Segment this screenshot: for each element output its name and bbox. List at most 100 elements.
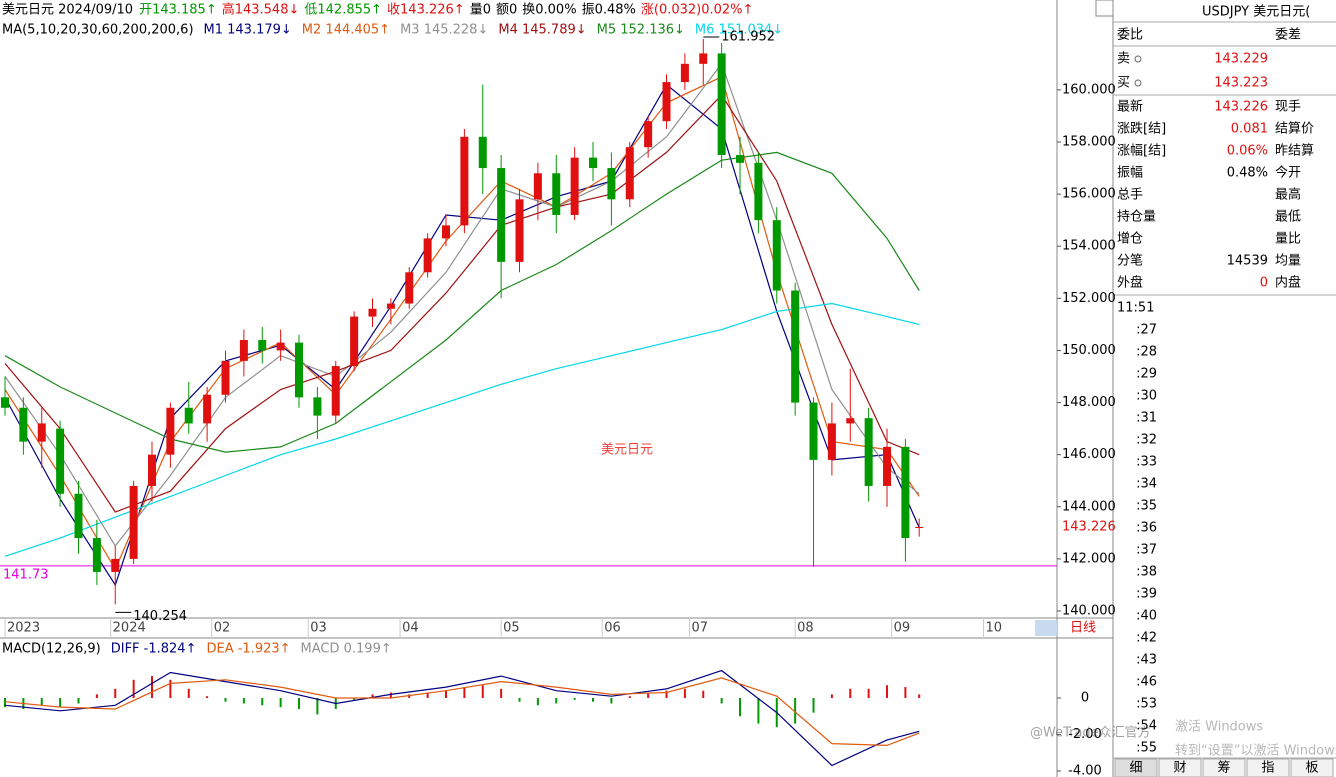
- candle-body: [166, 407, 175, 455]
- row-right-label: 今开: [1275, 165, 1301, 181]
- tab-label[interactable]: 财: [1173, 761, 1186, 776]
- candle-body: [129, 485, 138, 559]
- y-tick-label: 158.000: [1062, 135, 1116, 150]
- row-value: 0: [1260, 276, 1268, 291]
- row-label: 最新: [1117, 99, 1143, 115]
- stat: 开143.185↑: [139, 3, 217, 18]
- row-right-label: 最低: [1275, 210, 1301, 225]
- legend-entry: DEA -1.923↑: [206, 642, 290, 657]
- candle-body: [717, 53, 726, 156]
- x-tick-label: 2023: [7, 621, 40, 636]
- y-tick-label: 142.000: [1062, 551, 1116, 566]
- time: :39: [1136, 587, 1157, 602]
- tab-label[interactable]: 细: [1129, 761, 1142, 776]
- candle-body: [915, 526, 924, 529]
- period-label[interactable]: 日线: [1070, 621, 1096, 636]
- y-tick-label: 152.000: [1062, 291, 1116, 306]
- legend-entry: M4 145.789↓: [498, 23, 586, 38]
- candle-body: [258, 340, 267, 351]
- candle-body: [515, 199, 524, 262]
- y-tick-label: 146.000: [1062, 447, 1116, 462]
- y-tick-label: 144.000: [1062, 499, 1116, 514]
- time: :54: [1136, 719, 1157, 734]
- row-label: 总手: [1117, 188, 1143, 203]
- tab-label[interactable]: 指: [1261, 761, 1274, 776]
- stat: 额0: [496, 3, 517, 18]
- candle-body: [148, 454, 157, 486]
- tab-label[interactable]: 筹: [1217, 760, 1230, 776]
- macd-title: MACD(12,26,9): [2, 642, 101, 657]
- time: :27: [1136, 323, 1157, 338]
- candle-body: [368, 308, 377, 317]
- x-tick-label: 07: [691, 621, 708, 636]
- candle-body: [754, 162, 763, 221]
- row-right-label: 内盘: [1275, 275, 1301, 291]
- y-tick-label: 160.000: [1062, 82, 1116, 97]
- row-value: 143.223: [1214, 76, 1268, 91]
- time: :34: [1136, 477, 1157, 492]
- tab[interactable]: [1202, 758, 1246, 777]
- candle-body: [350, 316, 359, 367]
- candle-body: [901, 446, 910, 539]
- time: :28: [1136, 345, 1157, 360]
- tab[interactable]: [1114, 758, 1158, 777]
- ma-label: MA(5,10,20,30,60,200,200,6): [2, 23, 194, 38]
- candle-body: [313, 397, 322, 416]
- y-tick-label: 156.000: [1062, 187, 1116, 202]
- row-label: 增仓: [1117, 232, 1143, 247]
- candle-body: [846, 418, 855, 424]
- os-watermark: 转到“设置”以激活 Windows。: [1175, 744, 1336, 759]
- time: :43: [1136, 653, 1157, 668]
- candle-body: [791, 290, 800, 403]
- time: :38: [1136, 565, 1157, 580]
- row-label: 持仓量: [1117, 210, 1156, 225]
- row-label: 分笔: [1117, 253, 1143, 269]
- time: :30: [1136, 389, 1157, 404]
- candle-body: [570, 157, 579, 215]
- y-tick-label: 148.000: [1062, 395, 1116, 410]
- legend-entry: M3 145.228↓: [400, 23, 488, 38]
- candle-body: [423, 238, 432, 273]
- time: :40: [1136, 609, 1157, 624]
- candle-body: [772, 220, 781, 291]
- x-tick-label: 03: [310, 621, 327, 636]
- legend-entry: M1 143.179↓: [204, 23, 292, 38]
- candle-body: [644, 121, 653, 148]
- row-label: 卖: [1117, 52, 1130, 67]
- candle-body: [699, 53, 708, 64]
- scroll-button[interactable]: [1095, 0, 1114, 17]
- tab[interactable]: [1158, 758, 1202, 777]
- candle-body: [295, 342, 304, 398]
- ma-line: [4, 83, 920, 587]
- candle-body: [589, 157, 598, 169]
- stat: 高143.548↓: [222, 2, 300, 18]
- time: :35: [1136, 499, 1157, 514]
- candle-body: [864, 418, 873, 486]
- tab-label[interactable]: 板: [1305, 761, 1318, 776]
- row-right-label: 最高: [1275, 187, 1301, 203]
- row-label: 涨幅[结]: [1117, 144, 1166, 159]
- legend-entry: M2 144.405↑: [302, 23, 390, 38]
- period-box: [1035, 620, 1057, 636]
- tab[interactable]: [1290, 758, 1334, 777]
- candle-body: [386, 303, 395, 309]
- legend-entry: MACD 0.199↑: [301, 642, 392, 657]
- tab[interactable]: [1246, 758, 1290, 777]
- chart-title: 美元日元 2024/09/10: [2, 3, 133, 18]
- row-value: 143.229: [1214, 52, 1268, 67]
- macd-line: [4, 677, 920, 747]
- x-tick-label: 06: [604, 621, 621, 636]
- row-icon: [1134, 79, 1142, 87]
- row-label: 委比: [1117, 28, 1143, 43]
- candle-body: [478, 136, 487, 169]
- candle-body: [533, 173, 542, 200]
- time: :32: [1136, 433, 1157, 448]
- row-label: 外盘: [1117, 275, 1143, 291]
- x-tick-label: 05: [503, 621, 520, 636]
- time: :42: [1136, 631, 1157, 646]
- watermark: 美元日元: [601, 443, 653, 458]
- candle-body: [37, 423, 46, 442]
- y-tick-label: 154.000: [1062, 239, 1116, 254]
